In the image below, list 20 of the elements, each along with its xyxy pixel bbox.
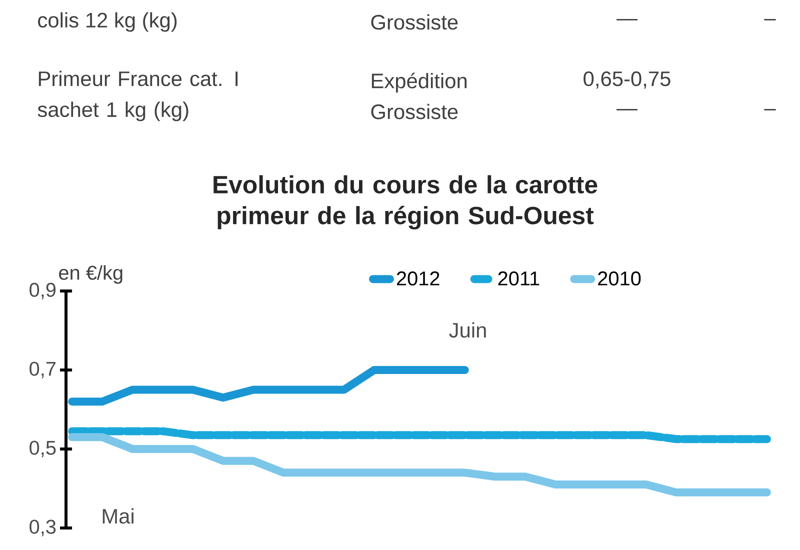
chart-title: Evolution du cours de la carotte primeur de la région Sud-Ouest bbox=[214, 175, 598, 230]
text: — bbox=[616, 108, 638, 110]
text: colis 12 kg (kg) bbox=[38, 12, 177, 32]
text: Grossiste bbox=[371, 14, 458, 30]
text: – bbox=[764, 18, 776, 20]
text: Expédition Grossiste bbox=[371, 72, 467, 120]
legend-label: 2011 bbox=[498, 271, 540, 286]
text: — bbox=[616, 18, 638, 20]
legend-label: 2010 bbox=[598, 271, 641, 286]
text: – bbox=[764, 108, 776, 110]
text: 0,65-0,75 bbox=[584, 71, 670, 89]
y-tick-label: 0,9 bbox=[30, 282, 56, 300]
y-tick-label: 0,5 bbox=[30, 440, 56, 458]
legend-label: 2012 bbox=[396, 271, 440, 286]
y-tick-label: 0,3 bbox=[30, 520, 56, 536]
annotation: Juin bbox=[449, 322, 486, 338]
y-axis-title: en €/kg bbox=[59, 265, 122, 284]
y-tick-label: 0,7 bbox=[30, 362, 56, 378]
text: Primeur France cat. I sachet 1 kg (kg) bbox=[38, 70, 238, 122]
annotation: Mai bbox=[102, 508, 134, 524]
